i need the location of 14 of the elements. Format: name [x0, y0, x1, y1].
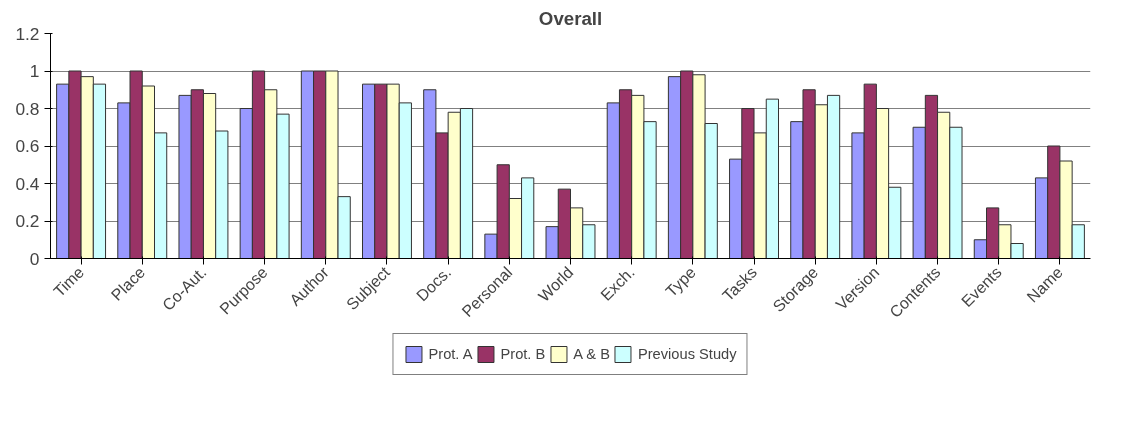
legend-label: Prot. B	[500, 346, 546, 362]
legend-label: A & B	[573, 346, 610, 362]
y-tick-label: 1.2	[15, 23, 40, 44]
x-tick-label: Time	[50, 263, 88, 301]
legend-label: Previous Study	[637, 346, 737, 362]
y-tick-label: 0	[29, 248, 40, 269]
y-tick-label: 0.8	[15, 98, 40, 119]
y-tick-label: 1	[29, 61, 40, 81]
y-tick-label: 0.2	[15, 211, 40, 231]
x-tick-label: Type	[662, 263, 699, 301]
chart-title: Overall	[538, 7, 603, 29]
y-tick-label: 0.4	[15, 173, 40, 194]
legend-label: Prot. A	[428, 346, 473, 362]
y-tick-label: 0.6	[15, 136, 40, 156]
